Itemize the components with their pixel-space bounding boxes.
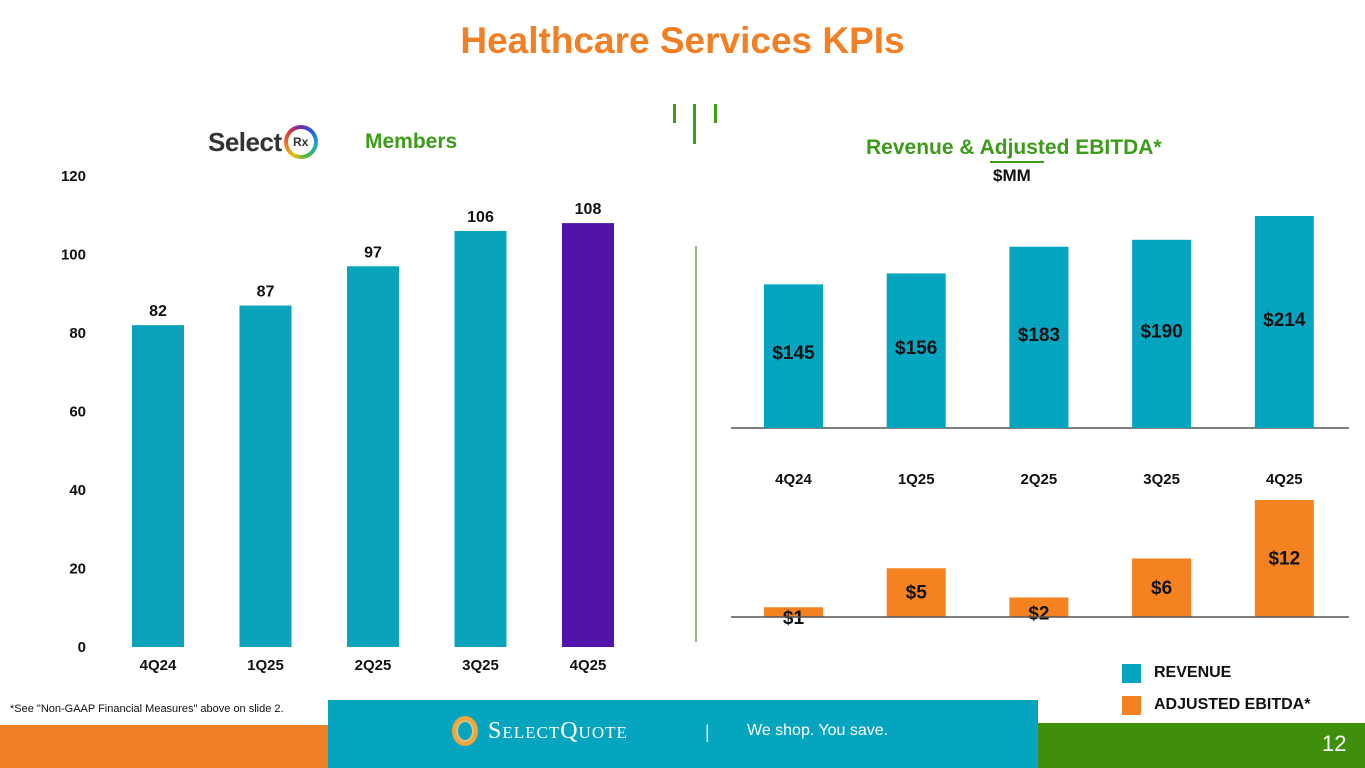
data-label: 97 (364, 244, 382, 261)
ebitda-bar-4q24 (764, 607, 823, 617)
legend-swatch-ebitda (1122, 695, 1141, 715)
data-label: 106 (467, 209, 494, 226)
members-chart-title: Members (365, 130, 458, 153)
data-label: 108 (575, 201, 602, 218)
revenue-bar-4q24 (764, 284, 823, 428)
ebitda-data-label: $6 (1151, 578, 1172, 599)
x-tick-label: 4Q25 (570, 657, 607, 674)
footer-tagline: We shop. You save. (747, 722, 889, 739)
bar-2q25 (347, 266, 399, 647)
x-tick-label: 4Q25 (1266, 471, 1303, 488)
footer-teal-band (328, 700, 1038, 768)
y-tick-label: 100 (61, 247, 86, 264)
y-tick-label: 40 (69, 482, 86, 499)
data-label: 82 (149, 303, 167, 320)
legend-item-revenue: REVENUE (1122, 657, 1310, 689)
ebitda-data-label: $12 (1268, 549, 1300, 570)
revenue-data-label: $190 (1140, 322, 1182, 343)
y-tick-label: 80 (69, 325, 86, 342)
revenue-data-label: $145 (772, 343, 815, 364)
legend-item-ebitda: ADJUSTED EBITDA* (1122, 689, 1310, 721)
x-tick-label: 1Q25 (898, 471, 935, 488)
ebitda-bar-2q25 (1009, 597, 1069, 617)
chart-legend: REVENUE ADJUSTED EBITDA* (1122, 657, 1310, 721)
revenue-chart-title: Revenue & Adjusted EBITDA* (866, 136, 1162, 159)
ebitda-bar-1q25 (886, 568, 946, 617)
ebitda-bar-3q25 (1132, 558, 1192, 617)
ebitda-data-label: $1 (783, 608, 805, 629)
x-tick-label: 4Q24 (140, 657, 177, 674)
revenue-data-label: $183 (1018, 325, 1060, 346)
x-tick-label: 2Q25 (355, 657, 392, 674)
footer-separator: | (705, 722, 710, 742)
rx-ring-icon: Rx (283, 125, 318, 159)
x-tick-label: 3Q25 (1143, 471, 1180, 488)
decorative-bar (714, 104, 717, 123)
revenue-bar-3q25 (1132, 239, 1192, 428)
decorative-bar (693, 104, 696, 144)
panel-divider (695, 246, 697, 642)
title-underline (990, 161, 1044, 163)
x-tick-label: 2Q25 (1021, 471, 1058, 488)
y-tick-label: 60 (69, 404, 86, 421)
y-tick-label: 0 (78, 639, 86, 656)
selectquote-logo: SelectQuote (452, 716, 628, 746)
footer-green-band (1038, 723, 1365, 768)
ebitda-data-label: $5 (906, 583, 928, 604)
bar-3q25 (454, 230, 507, 647)
y-tick-label: 120 (61, 168, 86, 185)
selectquote-wordmark: SelectQuote (488, 717, 628, 744)
y-tick-label: 20 (69, 561, 86, 578)
page-number: 12 (1322, 731, 1347, 756)
x-tick-label: 4Q24 (775, 471, 812, 488)
selectquote-ring-icon (452, 716, 478, 746)
bar-1q25 (239, 305, 292, 647)
rx-badge: Rx (287, 129, 314, 155)
legend-swatch-revenue (1122, 663, 1141, 683)
revenue-bar-4q25 (1254, 216, 1314, 428)
x-tick-label: 3Q25 (462, 657, 499, 674)
x-tick-label: 1Q25 (247, 657, 284, 674)
ebitda-bar-4q25 (1254, 500, 1314, 617)
revenue-data-label: $156 (895, 338, 937, 359)
selectrx-logo: Select Rx (208, 122, 318, 162)
footnote: *See "Non-GAAP Financial Measures" above… (10, 703, 284, 715)
data-label: 87 (257, 284, 275, 301)
bar-4q24 (132, 325, 184, 647)
selectrx-logo-word: Select (208, 126, 282, 157)
page-title: Healthcare Services KPIs (460, 20, 905, 61)
revenue-data-label: $214 (1263, 310, 1306, 331)
decorative-bar (673, 104, 676, 123)
revenue-chart-unit: $MM (993, 166, 1031, 185)
footer-orange-band (0, 725, 330, 768)
legend-label-revenue: REVENUE (1154, 664, 1232, 681)
legend-label-ebitda: ADJUSTED EBITDA* (1154, 696, 1311, 713)
revenue-bar-2q25 (1009, 246, 1069, 428)
revenue-bar-1q25 (886, 273, 946, 428)
ebitda-data-label: $2 (1028, 603, 1049, 624)
bar-4q25 (562, 223, 614, 647)
